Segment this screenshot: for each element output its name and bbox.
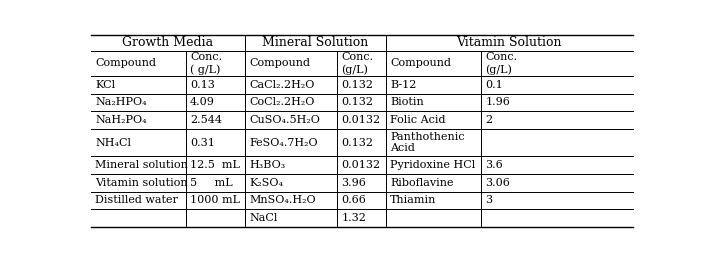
Text: Vitamin Solution: Vitamin Solution — [456, 36, 562, 49]
Text: 3.96: 3.96 — [341, 178, 367, 188]
Text: Thiamin: Thiamin — [390, 195, 436, 205]
Text: 3.06: 3.06 — [485, 178, 510, 188]
Text: 3.6: 3.6 — [485, 160, 503, 170]
Text: 2: 2 — [485, 115, 492, 125]
Text: Growth Media: Growth Media — [122, 36, 213, 49]
Text: Vitamin solution: Vitamin solution — [95, 178, 188, 188]
Text: 1.32: 1.32 — [341, 213, 367, 223]
Text: H₃BO₃: H₃BO₃ — [249, 160, 286, 170]
Text: 0.132: 0.132 — [341, 97, 374, 107]
Text: CaCl₂.2H₂O: CaCl₂.2H₂O — [249, 80, 315, 90]
Text: Folic Acid: Folic Acid — [390, 115, 446, 125]
Text: Pyridoxine HCl: Pyridoxine HCl — [390, 160, 476, 170]
Text: 0.0132: 0.0132 — [341, 115, 381, 125]
Text: Biotin: Biotin — [390, 97, 424, 107]
Text: 0.132: 0.132 — [341, 137, 374, 148]
Text: Na₂HPO₄: Na₂HPO₄ — [95, 97, 146, 107]
Text: Conc.
( g/L): Conc. ( g/L) — [190, 52, 222, 75]
Text: 0.0132: 0.0132 — [341, 160, 381, 170]
Text: 4.09: 4.09 — [190, 97, 215, 107]
Text: Compound: Compound — [249, 59, 310, 68]
Text: 0.66: 0.66 — [341, 195, 367, 205]
Text: Compound: Compound — [95, 59, 156, 68]
Text: CuSO₄.5H₂O: CuSO₄.5H₂O — [249, 115, 320, 125]
Text: 0.31: 0.31 — [190, 137, 215, 148]
Text: Panthothenic
Acid: Panthothenic Acid — [390, 132, 465, 153]
Text: K₂SO₄: K₂SO₄ — [249, 178, 284, 188]
Text: 0.13: 0.13 — [190, 80, 215, 90]
Text: 2.544: 2.544 — [190, 115, 222, 125]
Text: Compound: Compound — [390, 59, 451, 68]
Text: 1.96: 1.96 — [485, 97, 510, 107]
Text: 12.5  mL: 12.5 mL — [190, 160, 240, 170]
Text: B-12: B-12 — [390, 80, 417, 90]
Text: NaH₂PO₄: NaH₂PO₄ — [95, 115, 146, 125]
Text: KCl: KCl — [95, 80, 115, 90]
Text: 3: 3 — [485, 195, 492, 205]
Text: NaCl: NaCl — [249, 213, 278, 223]
Text: CoCl₂.2H₂O: CoCl₂.2H₂O — [249, 97, 315, 107]
Text: 0.1: 0.1 — [485, 80, 503, 90]
Text: 0.132: 0.132 — [341, 80, 374, 90]
Text: FeSO₄.7H₂O: FeSO₄.7H₂O — [249, 137, 318, 148]
Text: 5     mL: 5 mL — [190, 178, 232, 188]
Text: Conc.
(g/L): Conc. (g/L) — [485, 52, 517, 75]
Text: Mineral Solution: Mineral Solution — [263, 36, 369, 49]
Text: Riboflavine: Riboflavine — [390, 178, 454, 188]
Text: MnSO₄.H₂O: MnSO₄.H₂O — [249, 195, 316, 205]
Text: NH₄Cl: NH₄Cl — [95, 137, 131, 148]
Text: Conc.
(g/L): Conc. (g/L) — [341, 52, 374, 75]
Text: 1000 mL: 1000 mL — [190, 195, 240, 205]
Text: Mineral solution: Mineral solution — [95, 160, 188, 170]
Text: Distilled water: Distilled water — [95, 195, 178, 205]
